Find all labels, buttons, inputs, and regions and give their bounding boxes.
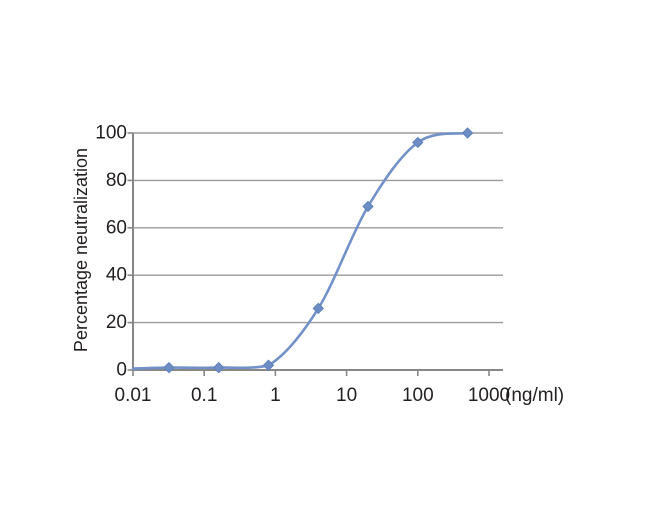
axis-lines [132,133,503,371]
data-point-marker [412,136,424,149]
tick-marks [127,132,490,376]
y-tick-label: 60 [106,217,127,238]
data-point-marker [362,200,374,213]
data-point-marker [163,361,175,374]
y-tick-labels: 0 20 40 60 80 100 [95,123,127,381]
data-point-marker [461,127,474,139]
y-tick-label: 100 [95,123,127,144]
data-point-marker [262,359,275,371]
y-tick-label: 80 [106,170,127,191]
x-tick-label: 0.1 [191,385,217,406]
x-tick-label: 100 [402,385,434,406]
x-axis-unit-label: (ng/ml) [505,385,564,406]
y-tick-label: 0 [116,360,127,381]
x-tick-label: 0.01 [115,385,152,406]
y-tick-label: 20 [106,312,127,333]
data-point-marker [213,361,225,374]
x-tick-label: 1000 [468,385,510,406]
data-point-marker [312,302,324,315]
x-tick-label: 1 [270,385,281,406]
data-point-markers [163,127,474,374]
gridlines [133,132,503,324]
x-tick-labels: 0.01 0.1 1 10 100 1000 [115,385,511,406]
dose-response-curve [131,131,469,370]
x-tick-label: 10 [336,385,357,406]
y-tick-label: 40 [106,265,127,286]
y-axis-title: Percentage neutralization [71,148,91,352]
